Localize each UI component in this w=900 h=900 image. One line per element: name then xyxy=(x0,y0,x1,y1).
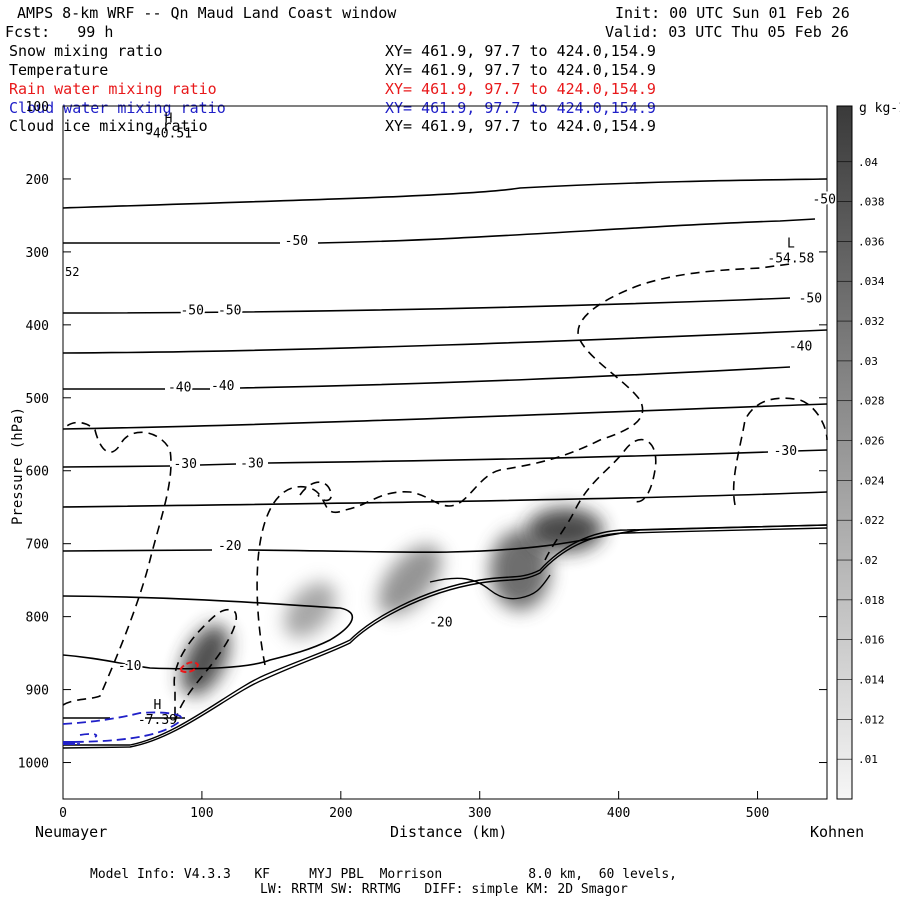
extremum-letter: H xyxy=(154,698,162,713)
colorbar-label: .024 xyxy=(858,474,885,487)
temperature-label: -40 xyxy=(789,340,812,355)
field-name-temperature: Temperature xyxy=(9,61,109,79)
colorbar-unit: g kg-1 xyxy=(859,101,900,116)
valid-time: Valid: 03 UTC Thu 05 Feb 26 xyxy=(605,23,849,41)
x-end-label-right: Kohnen xyxy=(810,823,865,841)
colorbar xyxy=(836,105,853,800)
model-physics: LW: RRTM SW: RRTMG DIFF: simple KM: 2D S… xyxy=(260,882,628,897)
field-xy-cloud-ice: XY= 461.9, 97.7 to 424.0,154.9 xyxy=(385,117,656,135)
model-info: Model Info: V4.3.3 KF MYJ PBL Morrison 8… xyxy=(90,867,677,882)
colorbar-label: .012 xyxy=(858,713,885,726)
colorbar-label: .018 xyxy=(858,594,885,607)
rain-water-contour xyxy=(179,661,200,674)
temperature-label: -30 xyxy=(240,456,263,471)
field-xy-cloud-water: XY= 461.9, 97.7 to 424.0,154.9 xyxy=(385,99,656,117)
field-name-rain: Rain water mixing ratio xyxy=(9,80,217,98)
field-name-snow: Snow mixing ratio xyxy=(9,42,163,60)
temperature-label: -40 xyxy=(211,379,234,394)
init-time: Init: 00 UTC Sun 01 Feb 26 xyxy=(615,4,850,22)
y-tick-label: 600 xyxy=(26,465,49,480)
temperature-label: -20 xyxy=(429,615,452,630)
temperature-label: -10 xyxy=(118,659,141,674)
colorbar-label: .04 xyxy=(858,156,878,169)
colorbar-label: .014 xyxy=(858,674,885,687)
extremum-letter: L xyxy=(787,236,795,251)
y-tick-label: 800 xyxy=(26,611,49,626)
y-tick-label: 100 xyxy=(26,100,49,115)
x-axis-label: Distance (km) xyxy=(390,823,508,841)
x-tick-label: 500 xyxy=(746,806,769,821)
colorbar-label: .01 xyxy=(858,753,878,766)
temperature-label: -30 xyxy=(173,457,196,472)
terrain-outline xyxy=(62,524,828,749)
x-end-label-left: Neumayer xyxy=(35,823,108,841)
colorbar-label: .026 xyxy=(858,435,885,448)
field-xy-rain: XY= 461.9, 97.7 to 424.0,154.9 xyxy=(385,80,656,98)
colorbar-label: .036 xyxy=(858,235,885,248)
field-name-cloud-ice: Cloud ice mixing ratio xyxy=(9,117,208,135)
snow-shading xyxy=(180,508,603,696)
partial-left-label: 52 xyxy=(65,265,79,279)
colorbar-label: .022 xyxy=(858,514,885,527)
colorbar-label: .016 xyxy=(858,634,885,647)
x-tick-label: 300 xyxy=(468,806,491,821)
temperature-label: -50 xyxy=(285,234,308,249)
y-tick-label: 1000 xyxy=(18,757,49,772)
y-tick-label: 700 xyxy=(26,538,49,553)
colorbar-label: .032 xyxy=(858,315,885,328)
extremum-value: -7.39 xyxy=(138,713,177,728)
colorbar-label: .034 xyxy=(858,275,885,288)
temperature-label: -30 xyxy=(774,444,797,459)
colorbar-label: .02 xyxy=(858,554,878,567)
y-tick-label: 900 xyxy=(26,684,49,699)
y-tick-label: 200 xyxy=(26,173,49,188)
y-tick-label: 400 xyxy=(26,319,49,334)
temperature-label: -20 xyxy=(218,539,241,554)
field-xy-snow: XY= 461.9, 97.7 to 424.0,154.9 xyxy=(385,42,656,60)
y-tick-label: 300 xyxy=(26,246,49,261)
x-tick-label: 0 xyxy=(59,806,67,821)
field-xy-temperature: XY= 461.9, 97.7 to 424.0,154.9 xyxy=(385,61,656,79)
extremum-value: -40.51 xyxy=(145,127,192,142)
temperature-label: -50 xyxy=(180,303,203,318)
forecast-hour: Fcst: 99 h xyxy=(5,23,114,41)
x-tick-label: 200 xyxy=(329,806,352,821)
temperature-label: -50 xyxy=(218,303,241,318)
x-tick-label: 400 xyxy=(607,806,630,821)
y-tick-label: 500 xyxy=(26,392,49,407)
extremum-value: -54.58 xyxy=(767,251,814,266)
colorbar-label: .028 xyxy=(858,395,885,408)
y-axis-label: Pressure (hPa) xyxy=(10,406,26,525)
x-tick-label: 100 xyxy=(190,806,213,821)
temperature-label: -50 xyxy=(812,192,835,207)
temperature-label: -40 xyxy=(168,381,191,396)
colorbar-label: .03 xyxy=(858,355,878,368)
temperature-label: -50 xyxy=(799,292,822,307)
plot-frame xyxy=(62,105,828,800)
temperature-contours xyxy=(62,178,828,719)
extremum-letter: H xyxy=(165,112,173,127)
chart-title: AMPS 8-km WRF -- Qn Maud Land Coast wind… xyxy=(17,4,397,22)
field-name-cloud-water: Cloud water mixing ratio xyxy=(9,99,226,117)
colorbar-label: .038 xyxy=(858,196,885,209)
cloud-ice-contours xyxy=(62,263,828,723)
